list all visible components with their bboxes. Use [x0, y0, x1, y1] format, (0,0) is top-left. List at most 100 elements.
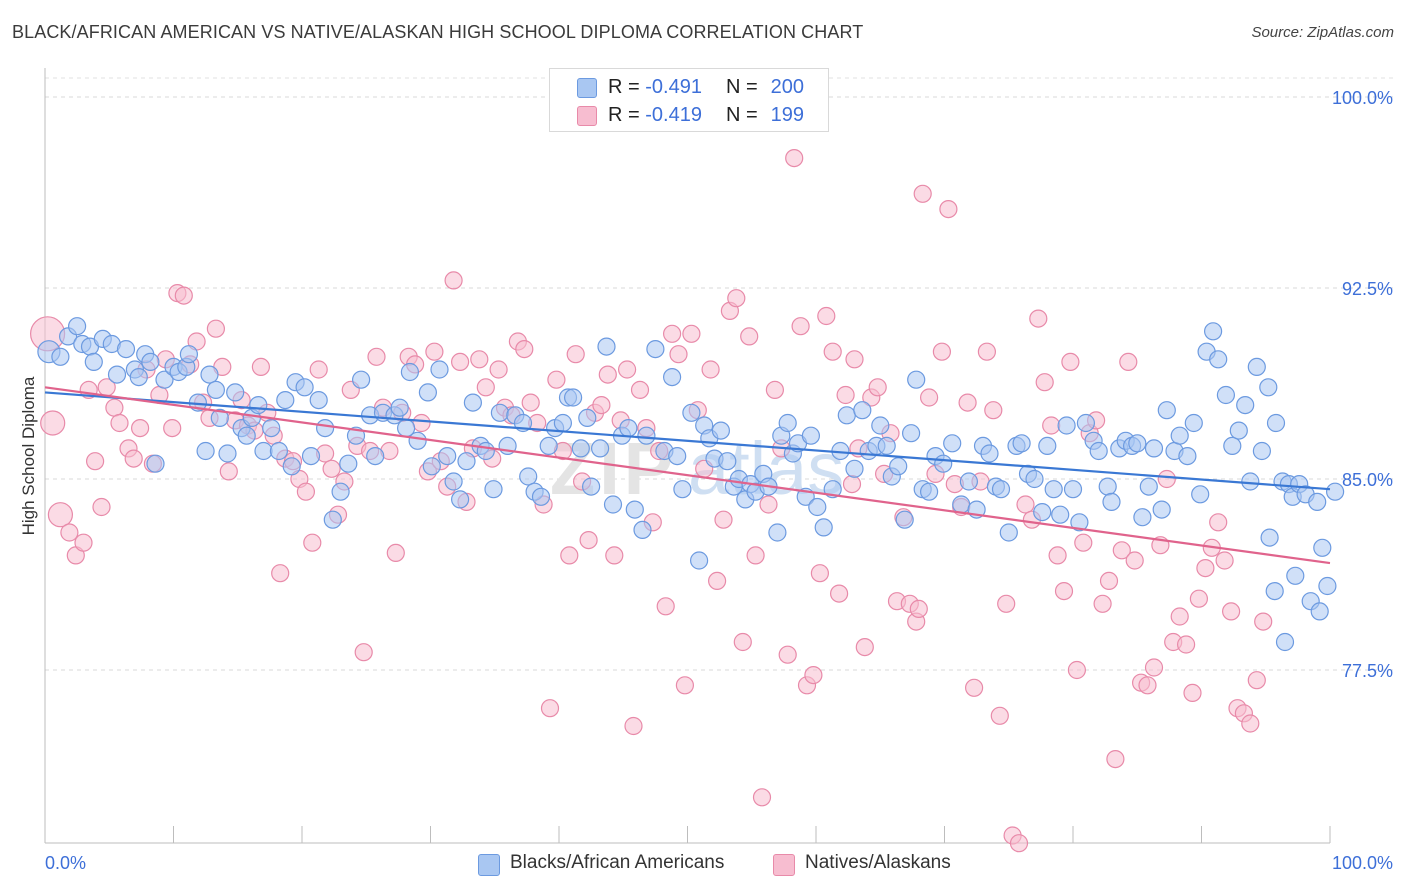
point-natives [984, 401, 1003, 420]
point-natives [817, 306, 836, 326]
point-natives [1221, 602, 1241, 621]
point-natives [386, 543, 405, 563]
point-natives [605, 546, 624, 565]
point-blacks [871, 416, 890, 435]
point-blacks [637, 426, 656, 445]
point-natives [669, 345, 688, 364]
point-blacks [1057, 416, 1076, 435]
point-natives [367, 347, 386, 366]
point-natives [1067, 660, 1087, 680]
point-blacks [1139, 477, 1158, 496]
point-natives [829, 584, 849, 603]
point-blacks [1184, 413, 1203, 433]
point-natives [470, 350, 489, 369]
point-natives [1016, 495, 1035, 514]
y-tick-label: 92.5% [1342, 279, 1393, 299]
point-blacks [877, 436, 896, 455]
point-natives [1209, 513, 1228, 532]
point-blacks [366, 447, 385, 466]
point-natives [682, 324, 701, 343]
point-blacks [952, 495, 971, 514]
point-blacks [934, 454, 953, 473]
point-natives [547, 370, 566, 389]
trend-lines [44, 386, 1331, 565]
point-natives [592, 396, 611, 415]
point-blacks [980, 444, 999, 463]
point-natives [701, 360, 720, 379]
x-tick-label: 100.0% [1332, 853, 1393, 873]
point-natives [617, 360, 637, 379]
point-natives [964, 678, 984, 697]
point-natives [1093, 594, 1112, 613]
trend-line-blacks [44, 391, 1331, 491]
point-natives [579, 530, 598, 550]
point-blacks [1070, 513, 1089, 532]
point-natives [1241, 714, 1260, 733]
point-blacks [129, 368, 148, 387]
point-natives [662, 324, 682, 343]
legend-swatch-blacks [577, 78, 597, 98]
legend-r-text: R = -0.491 [608, 76, 702, 99]
point-blacks [323, 510, 342, 529]
y-tick-label: 100.0% [1332, 88, 1393, 108]
point-blacks [226, 383, 245, 402]
point-blacks [254, 441, 273, 461]
point-blacks [1089, 441, 1108, 461]
point-natives [1247, 671, 1266, 690]
point-natives [1035, 373, 1054, 392]
axes [44, 68, 1331, 844]
point-blacks [889, 457, 908, 476]
point-blacks [1076, 413, 1096, 433]
point-blacks [801, 426, 821, 445]
point-blacks [814, 518, 833, 537]
point-natives [727, 289, 746, 308]
point-natives [740, 327, 759, 346]
point-natives [40, 410, 66, 436]
point-blacks [662, 368, 682, 387]
point-natives [836, 385, 855, 405]
point-natives [322, 459, 341, 478]
r-label: R = [608, 104, 640, 126]
point-natives [1048, 546, 1067, 565]
point-blacks [476, 441, 495, 461]
point-natives [174, 286, 193, 305]
point-natives [1176, 635, 1196, 654]
point-blacks [1178, 447, 1197, 466]
point-natives [939, 200, 958, 219]
point-blacks [1265, 581, 1284, 601]
point-blacks [84, 352, 103, 371]
point-blacks [673, 480, 692, 499]
point-blacks [689, 551, 709, 570]
point-blacks [1063, 480, 1083, 499]
point-blacks [837, 406, 856, 425]
point-blacks [895, 510, 914, 529]
point-blacks [1241, 472, 1260, 491]
tick-labels: 100.0% 92.5% 85.0% 77.5% High School Diploma… [19, 88, 1393, 873]
point-natives [296, 482, 315, 501]
point-blacks [269, 441, 288, 461]
point-natives [206, 319, 225, 338]
series-legend: Blacks/African Americans Natives/Alaskan… [0, 851, 1406, 877]
point-blacks [444, 472, 463, 491]
point-natives [707, 571, 727, 591]
point-blacks [519, 467, 538, 486]
point-blacks [484, 480, 503, 499]
n-label: N = [726, 104, 758, 126]
point-blacks [1033, 502, 1052, 522]
point-natives [1119, 352, 1138, 371]
point-blacks [778, 413, 797, 433]
point-natives [1144, 658, 1164, 677]
point-natives [303, 533, 322, 552]
point-natives [977, 342, 997, 361]
point-blacks [590, 439, 610, 458]
point-natives [1254, 612, 1273, 631]
point-natives [1009, 834, 1029, 853]
point-natives [476, 378, 495, 397]
point-blacks [331, 482, 350, 501]
point-natives [354, 643, 373, 662]
point-natives [598, 365, 617, 384]
n-value: 200 [770, 76, 804, 98]
point-blacks [808, 497, 827, 517]
point-natives [1125, 551, 1144, 570]
